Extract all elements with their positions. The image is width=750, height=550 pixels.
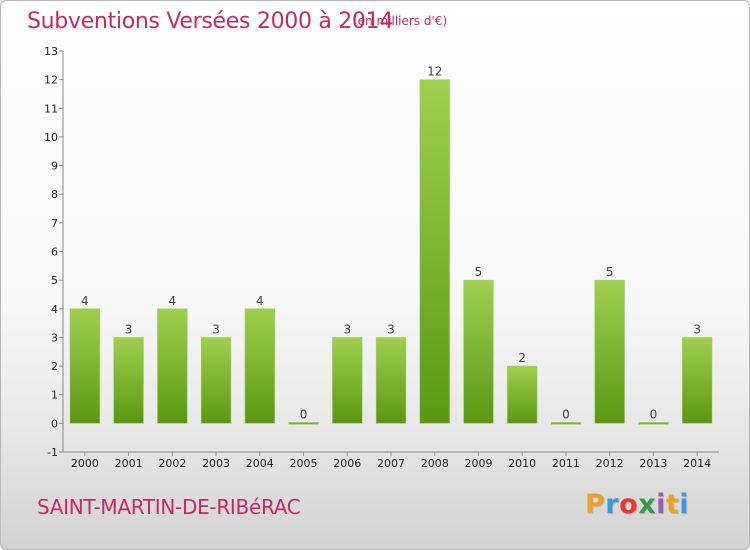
bar-2011 — [550, 422, 582, 425]
y-tick-label: 11 — [44, 102, 58, 115]
logo-letter: P — [585, 489, 606, 520]
bar-value-label: 3 — [125, 322, 133, 336]
bar-value-label: 3 — [343, 322, 351, 336]
y-tick-label: 2 — [51, 360, 58, 373]
bar-value-label: 3 — [693, 322, 701, 336]
bar-value-label: 0 — [650, 407, 658, 421]
bar-2013 — [638, 422, 669, 425]
x-tick-label: 2013 — [639, 457, 667, 470]
bar-2010 — [507, 365, 538, 424]
logo-letter: x — [638, 489, 657, 520]
y-tick-label: -1 — [47, 446, 58, 459]
chart-title: Subventions Versées 2000 à 2014 — [27, 9, 394, 34]
y-tick-label: 10 — [44, 131, 58, 144]
y-tick-label: 12 — [44, 74, 58, 87]
x-tick-label: 2009 — [464, 457, 492, 470]
x-tick-label: 2007 — [377, 457, 405, 470]
logo-letter: i — [656, 489, 666, 520]
bar-2009 — [463, 279, 494, 424]
logo-letter: o — [619, 489, 639, 520]
logo-letter: t — [665, 489, 680, 520]
bar-2003 — [200, 337, 232, 424]
y-tick-label: 4 — [51, 303, 58, 316]
bar-value-label: 3 — [212, 322, 220, 336]
bar-2001 — [113, 337, 144, 424]
x-tick-label: 2001 — [115, 457, 143, 470]
bar-2014 — [682, 337, 713, 424]
bar-value-label: 0 — [562, 407, 570, 421]
x-tick-label: 2000 — [71, 457, 99, 470]
y-tick-label: 7 — [51, 217, 58, 230]
y-tick-label: 13 — [44, 45, 58, 58]
bar-2012 — [594, 279, 625, 424]
bar-value-label: 4 — [81, 294, 89, 308]
y-tick-label: 9 — [51, 160, 58, 173]
bar-value-label: 2 — [518, 351, 526, 365]
bar-2007 — [375, 337, 407, 424]
logo-letter: i — [679, 489, 690, 520]
chart-unit: (en milliers d'€) — [353, 14, 448, 28]
bar-value-label: 0 — [300, 407, 308, 421]
bar-value-label: 5 — [475, 265, 483, 279]
bar-2002 — [157, 308, 188, 424]
x-tick-label: 2003 — [202, 457, 230, 470]
y-tick-label: 8 — [51, 188, 58, 201]
bar-value-label: 3 — [387, 322, 395, 336]
y-tick-label: 5 — [51, 274, 58, 287]
bar-2005 — [288, 422, 319, 425]
x-tick-label: 2011 — [552, 457, 580, 470]
x-tick-label: 2006 — [333, 457, 361, 470]
x-tick-label: 2002 — [158, 457, 186, 470]
bar-value-label: 4 — [256, 294, 264, 308]
x-tick-label: 2012 — [596, 457, 624, 470]
y-tick-label: 6 — [51, 246, 58, 259]
x-tick-label: 2005 — [290, 457, 318, 470]
proxiti-logo: Proxiti — [585, 489, 689, 520]
bar-value-label: 12 — [427, 65, 442, 79]
x-tick-label: 2010 — [508, 457, 536, 470]
bar-2004 — [244, 308, 275, 424]
bar-2000 — [69, 308, 100, 424]
y-tick-label: 3 — [51, 331, 58, 344]
x-tick-label: 2014 — [683, 457, 711, 470]
bar-2008 — [419, 79, 450, 424]
bar-value-label: 5 — [606, 265, 614, 279]
commune-name: SAINT-MARTIN-DE-RIBéRAC — [37, 495, 301, 519]
logo-letter: r — [605, 489, 620, 520]
bar-value-label: 4 — [169, 294, 177, 308]
x-tick-label: 2008 — [421, 457, 449, 470]
y-tick-label: 0 — [51, 417, 58, 430]
y-tick-label: 1 — [51, 389, 58, 402]
x-tick-label: 2004 — [246, 457, 274, 470]
bar-2006 — [332, 337, 363, 424]
